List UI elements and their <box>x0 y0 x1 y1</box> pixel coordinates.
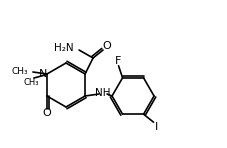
Text: CH₃: CH₃ <box>11 66 28 75</box>
Text: N: N <box>39 69 47 79</box>
Text: H₂N: H₂N <box>54 43 74 53</box>
Text: O: O <box>43 108 51 118</box>
Text: CH₃: CH₃ <box>23 78 39 86</box>
Text: I: I <box>155 122 158 132</box>
Text: NH: NH <box>95 88 111 98</box>
Text: F: F <box>115 56 122 66</box>
Text: O: O <box>103 41 111 51</box>
